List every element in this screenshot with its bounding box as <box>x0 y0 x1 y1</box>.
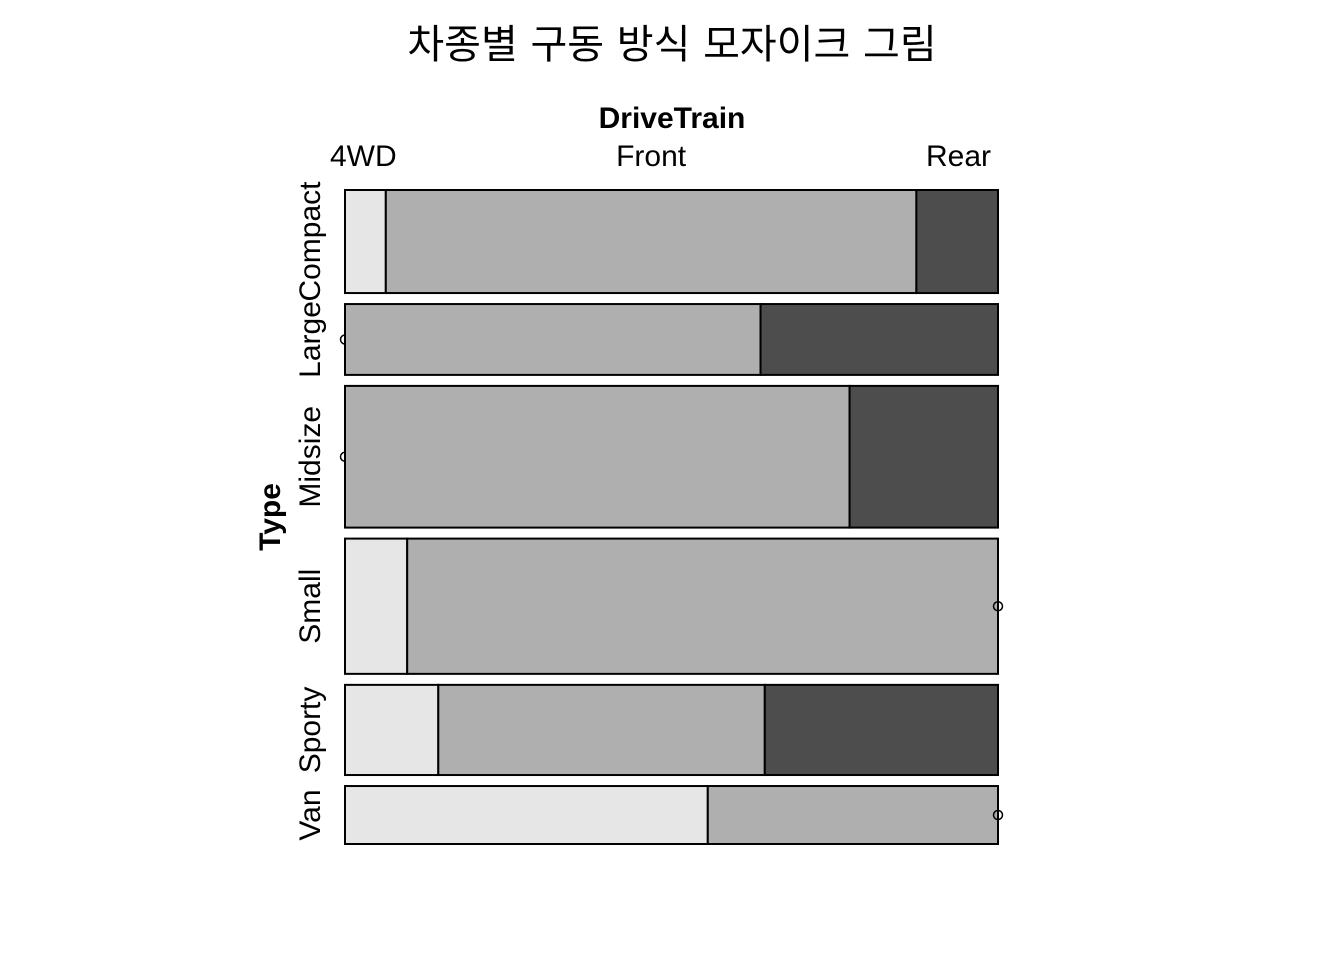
y-level-label-compact: Compact <box>294 181 327 302</box>
tile-van-4wd <box>344 785 709 846</box>
tile-compact-front <box>384 189 918 295</box>
empty-cell-small-rear <box>992 600 1004 612</box>
tile-sporty-rear <box>763 683 999 777</box>
x-level-label-4wd: 4WD <box>330 140 397 173</box>
tile-sporty-4wd <box>344 683 440 777</box>
tile-large-front <box>344 303 762 376</box>
tile-compact-rear <box>915 189 1000 295</box>
mosaic-tiles <box>339 189 1004 846</box>
x-level-label-front: Front <box>616 140 687 173</box>
empty-cell-van-rear <box>992 809 1004 821</box>
y-level-label-midsize: Midsize <box>294 406 327 508</box>
tile-compact-4wd <box>344 189 387 295</box>
x-axis-label: DriveTrain <box>599 102 746 135</box>
tile-sporty-front <box>437 683 766 777</box>
y-level-label-van: Van <box>294 789 327 840</box>
y-level-label-large: Large <box>294 301 327 378</box>
tile-midsize-front <box>344 384 851 529</box>
x-level-labels: 4WD Front Rear <box>330 140 991 173</box>
y-axis-label: Type <box>254 483 287 551</box>
tile-midsize-rear <box>848 384 1000 529</box>
x-level-label-rear: Rear <box>926 140 991 173</box>
tile-small-front <box>406 537 999 675</box>
tile-small-4wd <box>344 537 409 675</box>
chart-title: 차종별 구동 방식 모자이크 그림 <box>407 22 936 68</box>
tile-large-rear <box>759 303 999 376</box>
tile-van-front <box>706 785 1000 846</box>
y-level-label-sporty: Sporty <box>294 687 327 774</box>
y-level-label-small: Small <box>294 569 327 644</box>
